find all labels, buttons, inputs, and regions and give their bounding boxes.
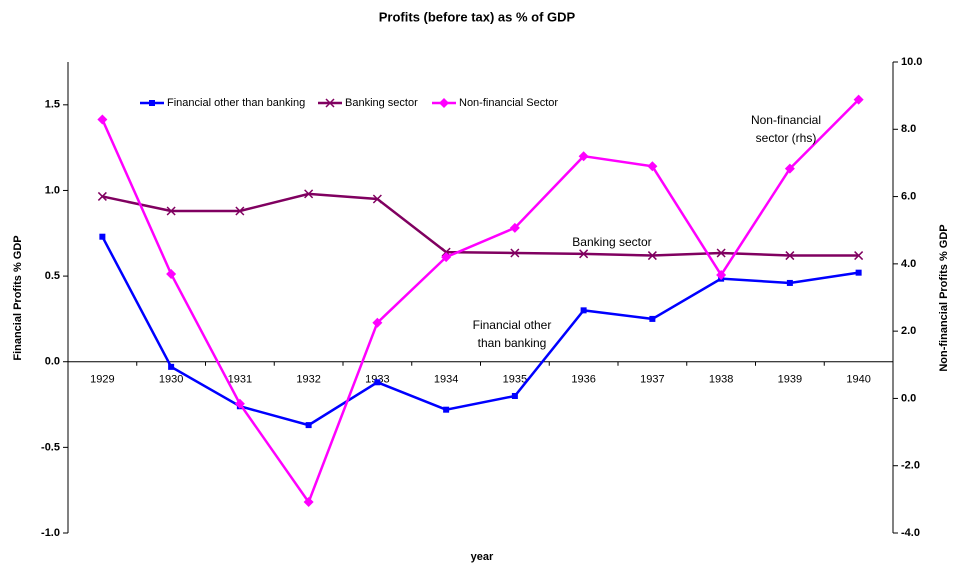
y-tick-label: 0.5 [45, 270, 60, 282]
legend-label: Non-financial Sector [459, 97, 558, 109]
marker [785, 251, 795, 261]
y-tick-label: 0.0 [45, 356, 60, 368]
marker [854, 251, 864, 261]
marker [647, 161, 658, 172]
marker [166, 206, 176, 216]
marker [235, 206, 245, 216]
y2-tick-label: -2.0 [901, 460, 920, 472]
marker [649, 315, 656, 322]
marker [855, 269, 862, 276]
marker [325, 98, 335, 108]
marker [305, 422, 312, 429]
x-tick-label: 1929 [90, 374, 114, 386]
x-axis-title: year [471, 551, 494, 563]
y-tick-label: -0.5 [41, 441, 60, 453]
legend-label: Financial other than banking [167, 97, 305, 109]
x-tick-label: 1936 [571, 374, 595, 386]
chart-title: Profits (before tax) as % of GDP [379, 9, 576, 24]
y2-tick-label: 4.0 [901, 258, 916, 270]
y2-tick-label: 8.0 [901, 123, 916, 135]
y-tick-label: -1.0 [41, 527, 60, 539]
y2-tick-label: 6.0 [901, 190, 916, 202]
marker [149, 100, 155, 106]
marker [441, 252, 452, 263]
marker [304, 189, 314, 199]
annotation: Banking sector [572, 235, 651, 249]
y2-tick-label: -4.0 [901, 527, 920, 539]
y2-tick-label: 0.0 [901, 392, 916, 404]
x-tick-label: 1938 [709, 374, 733, 386]
marker [303, 497, 314, 508]
x-tick-label: 1930 [159, 374, 183, 386]
marker [509, 222, 520, 233]
annotation: Non-financial [751, 113, 821, 127]
marker [372, 317, 383, 328]
x-tick-label: 1940 [846, 374, 870, 386]
x-tick-label: 1937 [640, 374, 664, 386]
marker [716, 248, 726, 258]
y2-axis-title: Non-financial Profits % GDP [938, 224, 950, 371]
annotation: than banking [478, 336, 547, 350]
series-line [102, 192, 859, 257]
marker [97, 114, 108, 125]
series-line [101, 98, 860, 505]
marker [510, 248, 520, 258]
y-tick-label: 1.0 [45, 184, 60, 196]
marker [443, 406, 450, 413]
marker [439, 98, 449, 108]
marker [168, 363, 175, 370]
x-tick-label: 1935 [503, 374, 527, 386]
marker [716, 269, 727, 280]
marker [578, 151, 589, 162]
series-line [101, 236, 859, 427]
y2-tick-label: 2.0 [901, 325, 916, 337]
marker [99, 233, 106, 240]
marker [97, 191, 107, 201]
marker [580, 307, 587, 314]
legend-label: Banking sector [345, 97, 418, 109]
marker [853, 94, 864, 105]
y-axis-title: Financial Profits % GDP [12, 235, 24, 360]
marker [786, 279, 793, 286]
annotation: sector (rhs) [756, 131, 817, 145]
marker [372, 194, 382, 204]
marker [647, 251, 657, 261]
marker [234, 398, 245, 409]
marker [784, 163, 795, 174]
marker [166, 268, 177, 279]
x-tick-label: 1932 [296, 374, 320, 386]
x-tick-label: 1939 [778, 374, 802, 386]
marker [374, 379, 381, 386]
marker [511, 392, 518, 399]
y2-tick-label: 10.0 [901, 56, 922, 68]
x-tick-label: 1931 [228, 374, 252, 386]
marker [579, 249, 589, 259]
annotation: Financial other [473, 318, 552, 332]
y-tick-label: 1.5 [45, 99, 60, 111]
x-tick-label: 1934 [434, 374, 458, 386]
